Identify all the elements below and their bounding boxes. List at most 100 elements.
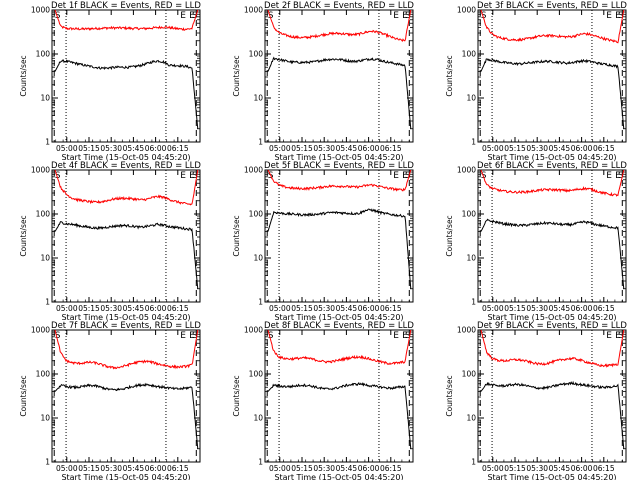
panel-title: Det 8f BLACK = Events, RED = LLD bbox=[264, 321, 414, 331]
y-tick-label: 1 bbox=[471, 298, 476, 307]
events-rate-line bbox=[480, 58, 625, 129]
y-tick-label: 1 bbox=[471, 138, 476, 147]
x-axis-label: Start Time (15-Oct-05 04:45:20) bbox=[61, 473, 190, 480]
x-tick-label: 05:45 bbox=[123, 464, 145, 473]
interval-marker-label: S bbox=[405, 331, 411, 341]
y-tick-label: 100 bbox=[249, 210, 264, 219]
y-axis-label: Counts/sec bbox=[445, 375, 454, 416]
interval-marker-label: S bbox=[481, 331, 487, 341]
x-tick-label: 06:00 bbox=[145, 464, 167, 473]
x-tick-label: 05:00 bbox=[56, 304, 78, 313]
panel-title: Det 3f BLACK = Events, RED = LLD bbox=[477, 1, 627, 11]
lld-rate-line bbox=[54, 9, 199, 31]
x-tick-label: 05:30 bbox=[526, 144, 548, 153]
plot-frame bbox=[477, 329, 627, 463]
x-tick-label: 06:15 bbox=[593, 144, 615, 153]
plot-frame bbox=[51, 9, 201, 143]
events-rate-line bbox=[54, 382, 199, 449]
events-rate-line bbox=[54, 221, 199, 289]
interval-marker-label: E bbox=[189, 11, 195, 21]
panel-title: Det 6f BLACK = Events, RED = LLD bbox=[477, 161, 627, 171]
interval-marker-label: E bbox=[615, 331, 621, 341]
panel-title: Det 5f BLACK = Events, RED = LLD bbox=[264, 161, 414, 171]
interval-marker-label: S bbox=[55, 171, 61, 181]
x-tick-label: 06:00 bbox=[145, 144, 167, 153]
interval-marker-label: E bbox=[615, 11, 621, 21]
interval-marker-label: S bbox=[268, 11, 274, 21]
y-tick-label: 10 bbox=[466, 94, 476, 103]
interval-marker-label: E bbox=[402, 171, 408, 181]
x-tick-label: 05:15 bbox=[504, 464, 526, 473]
x-tick-label: 05:45 bbox=[336, 304, 358, 313]
interval-marker-label: E bbox=[402, 11, 408, 21]
y-tick-label: 10 bbox=[466, 254, 476, 263]
x-tick-label: 05:45 bbox=[549, 144, 571, 153]
panel-det-1f: Det 1f BLACK = Events, RED = LLD 1 10 100 10… bbox=[19, 1, 201, 162]
x-tick-label: 05:00 bbox=[482, 304, 504, 313]
y-tick-label: 10 bbox=[253, 94, 263, 103]
panel-det-8f: Det 8f BLACK = Events, RED = LLD 1 10 100 10… bbox=[232, 321, 414, 480]
x-axis-label: Start Time (15-Oct-05 04:45:20) bbox=[274, 313, 403, 322]
y-tick-label: 10 bbox=[253, 254, 263, 263]
x-tick-label: 06:15 bbox=[167, 144, 189, 153]
interval-marker-label: E bbox=[180, 171, 186, 181]
y-tick-label: 1 bbox=[45, 298, 50, 307]
y-tick-label: 1 bbox=[258, 298, 263, 307]
lld-rate-line bbox=[267, 329, 412, 366]
x-axis-label: Start Time (15-Oct-05 04:45:20) bbox=[274, 153, 403, 162]
plot-frame bbox=[264, 329, 414, 463]
x-tick-label: 05:15 bbox=[78, 304, 100, 313]
interval-marker-label: E bbox=[606, 11, 612, 21]
x-tick-label: 06:00 bbox=[358, 464, 380, 473]
interval-marker-label: S bbox=[618, 171, 624, 181]
y-tick-label: 100 bbox=[36, 50, 51, 59]
interval-marker-label: S bbox=[618, 11, 624, 21]
y-tick-label: 1000 bbox=[31, 6, 50, 15]
plot-frame bbox=[264, 9, 414, 143]
y-tick-label: 1000 bbox=[457, 326, 476, 335]
x-tick-label: 05:00 bbox=[482, 464, 504, 473]
y-tick-label: 1000 bbox=[244, 6, 263, 15]
y-tick-label: 100 bbox=[249, 50, 264, 59]
x-tick-label: 06:15 bbox=[167, 304, 189, 313]
interval-marker-label: S bbox=[481, 11, 487, 21]
panel-det-5f: Det 5f BLACK = Events, RED = LLD 1 10 100 10… bbox=[232, 161, 414, 322]
y-tick-label: 1 bbox=[258, 138, 263, 147]
panel-title: Det 9f BLACK = Events, RED = LLD bbox=[477, 321, 627, 331]
y-axis-label: Counts/sec bbox=[232, 215, 241, 256]
interval-marker-label: S bbox=[55, 331, 61, 341]
plot-frame bbox=[51, 169, 201, 303]
lld-rate-line bbox=[54, 169, 199, 206]
interval-marker-label: E bbox=[393, 11, 399, 21]
y-tick-label: 1000 bbox=[31, 166, 50, 175]
panel-det-2f: Det 2f BLACK = Events, RED = LLD 1 10 100 10… bbox=[232, 1, 414, 162]
events-rate-line bbox=[480, 218, 625, 289]
interval-marker-label: S bbox=[405, 11, 411, 21]
y-tick-label: 1 bbox=[258, 458, 263, 467]
y-tick-label: 1 bbox=[471, 458, 476, 467]
interval-marker-label: S bbox=[192, 331, 198, 341]
interval-marker-label: S bbox=[55, 11, 61, 21]
panel-det-9f: Det 9f BLACK = Events, RED = LLD 1 10 100 10… bbox=[445, 321, 627, 480]
x-tick-label: 05:30 bbox=[313, 144, 335, 153]
x-tick-label: 05:15 bbox=[291, 144, 313, 153]
x-tick-label: 06:00 bbox=[571, 144, 593, 153]
interval-marker-label: E bbox=[606, 171, 612, 181]
x-tick-label: 05:00 bbox=[482, 144, 504, 153]
x-axis-label: Start Time (15-Oct-05 04:45:20) bbox=[487, 313, 616, 322]
events-rate-line bbox=[267, 208, 412, 289]
panel-title: Det 7f BLACK = Events, RED = LLD bbox=[51, 321, 201, 331]
interval-marker-label: E bbox=[393, 171, 399, 181]
interval-marker-label: S bbox=[618, 331, 624, 341]
x-tick-label: 05:15 bbox=[504, 144, 526, 153]
interval-marker-label: E bbox=[402, 331, 408, 341]
x-tick-label: 06:00 bbox=[571, 304, 593, 313]
plot-frame bbox=[51, 329, 201, 463]
x-tick-label: 05:00 bbox=[56, 144, 78, 153]
events-rate-line bbox=[267, 56, 412, 129]
plot-frame bbox=[477, 9, 627, 143]
y-tick-label: 1 bbox=[45, 458, 50, 467]
panel-det-3f: Det 3f BLACK = Events, RED = LLD 1 10 100 10… bbox=[445, 1, 627, 162]
panel-det-4f: Det 4f BLACK = Events, RED = LLD 1 10 100 10… bbox=[19, 161, 201, 322]
x-tick-label: 05:30 bbox=[313, 304, 335, 313]
